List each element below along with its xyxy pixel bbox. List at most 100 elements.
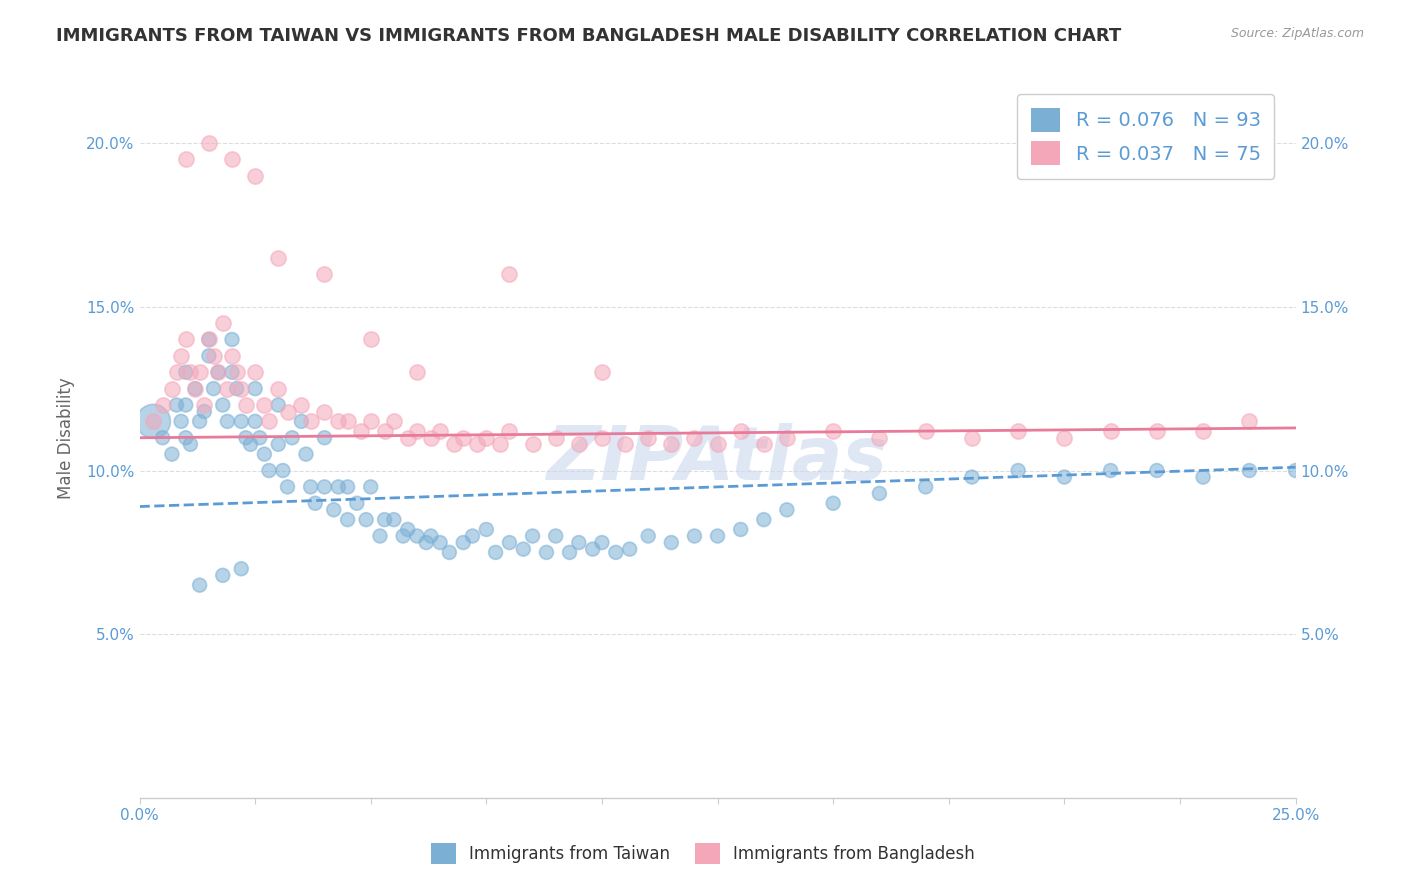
Point: [683, 529, 706, 543]
Text: IMMIGRANTS FROM TAIWAN VS IMMIGRANTS FROM BANGLADESH MALE DISABILITY CORRELATION: IMMIGRANTS FROM TAIWAN VS IMMIGRANTS FRO…: [56, 27, 1122, 45]
Point: [544, 431, 567, 445]
Point: [960, 470, 983, 484]
Point: [730, 424, 752, 438]
Point: [276, 404, 298, 418]
Point: [225, 365, 247, 379]
Point: [823, 496, 845, 510]
Point: [221, 333, 243, 347]
Point: [188, 414, 211, 428]
Point: [253, 398, 276, 412]
Point: [406, 424, 429, 438]
Point: [198, 136, 221, 150]
Point: [267, 437, 290, 451]
Point: [396, 431, 419, 445]
Point: [544, 529, 567, 543]
Point: [374, 513, 396, 527]
Point: [231, 382, 253, 396]
Point: [253, 447, 276, 461]
Point: [170, 349, 193, 363]
Point: [374, 424, 396, 438]
Point: [243, 414, 266, 428]
Point: [188, 365, 211, 379]
Point: [225, 382, 247, 396]
Point: [336, 414, 359, 428]
Point: [914, 424, 936, 438]
Point: [730, 523, 752, 537]
Point: [605, 545, 627, 559]
Point: [914, 480, 936, 494]
Point: [198, 349, 221, 363]
Point: [142, 414, 165, 428]
Point: [465, 437, 488, 451]
Point: [637, 529, 659, 543]
Point: [1192, 470, 1215, 484]
Point: [314, 431, 336, 445]
Point: [1007, 463, 1029, 477]
Point: [752, 437, 775, 451]
Point: [354, 513, 377, 527]
Point: [304, 496, 326, 510]
Text: Source: ZipAtlas.com: Source: ZipAtlas.com: [1230, 27, 1364, 40]
Point: [231, 562, 253, 576]
Point: [184, 382, 207, 396]
Point: [174, 153, 197, 167]
Point: [267, 398, 290, 412]
Point: [249, 431, 271, 445]
Point: [637, 431, 659, 445]
Point: [202, 349, 225, 363]
Point: [439, 545, 461, 559]
Point: [217, 414, 239, 428]
Point: [489, 437, 512, 451]
Point: [1146, 463, 1168, 477]
Point: [207, 365, 229, 379]
Point: [406, 529, 429, 543]
Point: [328, 480, 350, 494]
Point: [419, 529, 441, 543]
Point: [1239, 463, 1261, 477]
Point: [823, 424, 845, 438]
Point: [461, 529, 484, 543]
Point: [217, 382, 239, 396]
Point: [207, 365, 229, 379]
Point: [328, 414, 350, 428]
Point: [184, 382, 207, 396]
Text: ZIPAtlas: ZIPAtlas: [547, 423, 889, 496]
Point: [314, 267, 336, 281]
Point: [536, 545, 558, 559]
Point: [152, 398, 174, 412]
Point: [776, 503, 799, 517]
Point: [1146, 424, 1168, 438]
Point: [591, 431, 613, 445]
Point: [591, 535, 613, 549]
Point: [1053, 470, 1076, 484]
Point: [188, 578, 211, 592]
Point: [166, 398, 188, 412]
Point: [350, 424, 373, 438]
Point: [276, 480, 298, 494]
Point: [193, 398, 215, 412]
Point: [382, 414, 405, 428]
Point: [290, 414, 312, 428]
Point: [211, 398, 233, 412]
Point: [271, 463, 294, 477]
Point: [160, 447, 183, 461]
Point: [683, 431, 706, 445]
Point: [614, 437, 637, 451]
Point: [198, 333, 221, 347]
Point: [568, 437, 591, 451]
Point: [221, 365, 243, 379]
Point: [419, 431, 441, 445]
Point: [776, 431, 799, 445]
Point: [360, 333, 382, 347]
Point: [522, 437, 544, 451]
Point: [1239, 414, 1261, 428]
Point: [619, 542, 641, 557]
Point: [1099, 463, 1122, 477]
Point: [706, 437, 728, 451]
Point: [314, 404, 336, 418]
Point: [868, 486, 890, 500]
Point: [243, 169, 266, 183]
Point: [475, 431, 498, 445]
Point: [659, 535, 682, 549]
Point: [322, 503, 344, 517]
